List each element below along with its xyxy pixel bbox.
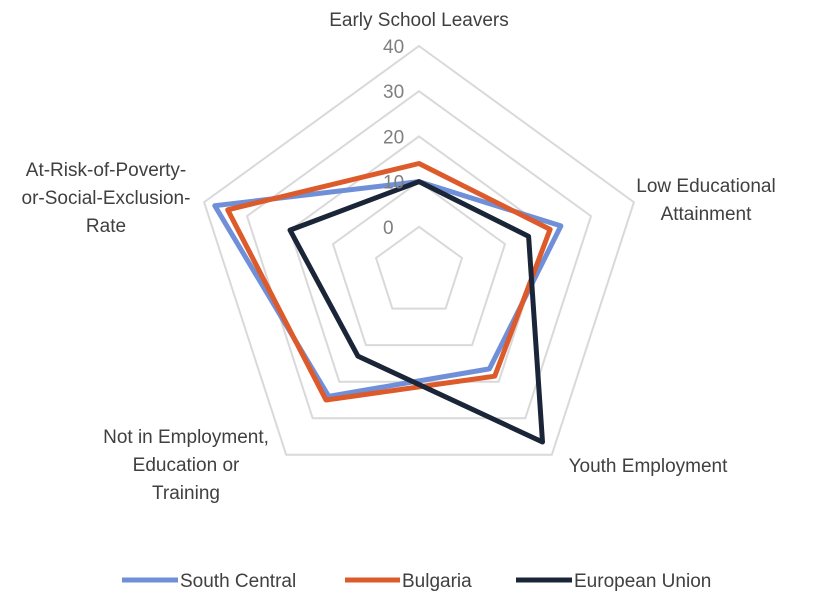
series-line-bulgaria — [225, 161, 553, 403]
tick-label-30: 30 — [383, 82, 404, 103]
tick-label-40: 40 — [383, 37, 404, 58]
category-label-4: At-Risk-of-Poverty-or-Social-Exclusion-R… — [22, 160, 191, 237]
legend: South Central Bulgaria European Union — [122, 571, 711, 592]
tick-label-20: 20 — [383, 127, 404, 148]
category-labels: Early School Leavers Low Educational Attai… — [22, 10, 776, 504]
category-label-3: Not in Employment, Education or Training — [103, 427, 269, 504]
legend-label: Bulgaria — [402, 571, 472, 592]
category-label-0: Early School Leavers — [329, 10, 509, 31]
tick-label-10: 10 — [383, 173, 404, 194]
grid-ring-10 — [331, 180, 507, 347]
grid-ring-40 — [202, 44, 636, 456]
radial-tick-labels: 0 10 20 30 40 — [383, 37, 404, 239]
series-layer — [212, 161, 564, 445]
radar-grid — [202, 44, 636, 456]
legend-item-european-union: European Union — [516, 571, 711, 592]
category-label-2: Youth Employment — [569, 456, 729, 477]
grid-ring-0 — [374, 225, 464, 310]
grid-ring-30 — [245, 89, 593, 420]
tick-label-0: 0 — [383, 218, 394, 239]
legend-item-bulgaria: Bulgaria — [345, 571, 472, 592]
legend-label: European Union — [574, 571, 711, 592]
legend-label: South Central — [180, 571, 296, 592]
category-label-1: Low Educational Attainment — [636, 176, 775, 225]
series-line-european-union — [287, 179, 545, 445]
legend-item-south-central: South Central — [122, 571, 296, 592]
